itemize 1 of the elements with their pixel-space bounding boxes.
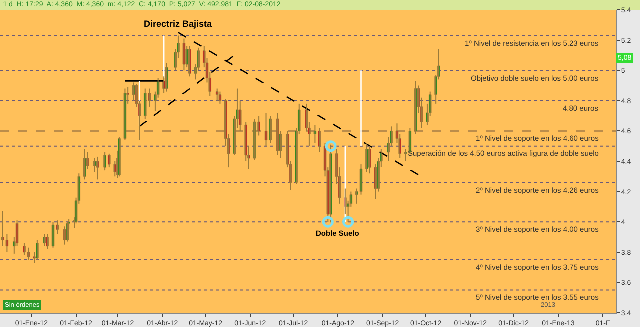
annotation: Directriz Bajista — [144, 19, 214, 29]
